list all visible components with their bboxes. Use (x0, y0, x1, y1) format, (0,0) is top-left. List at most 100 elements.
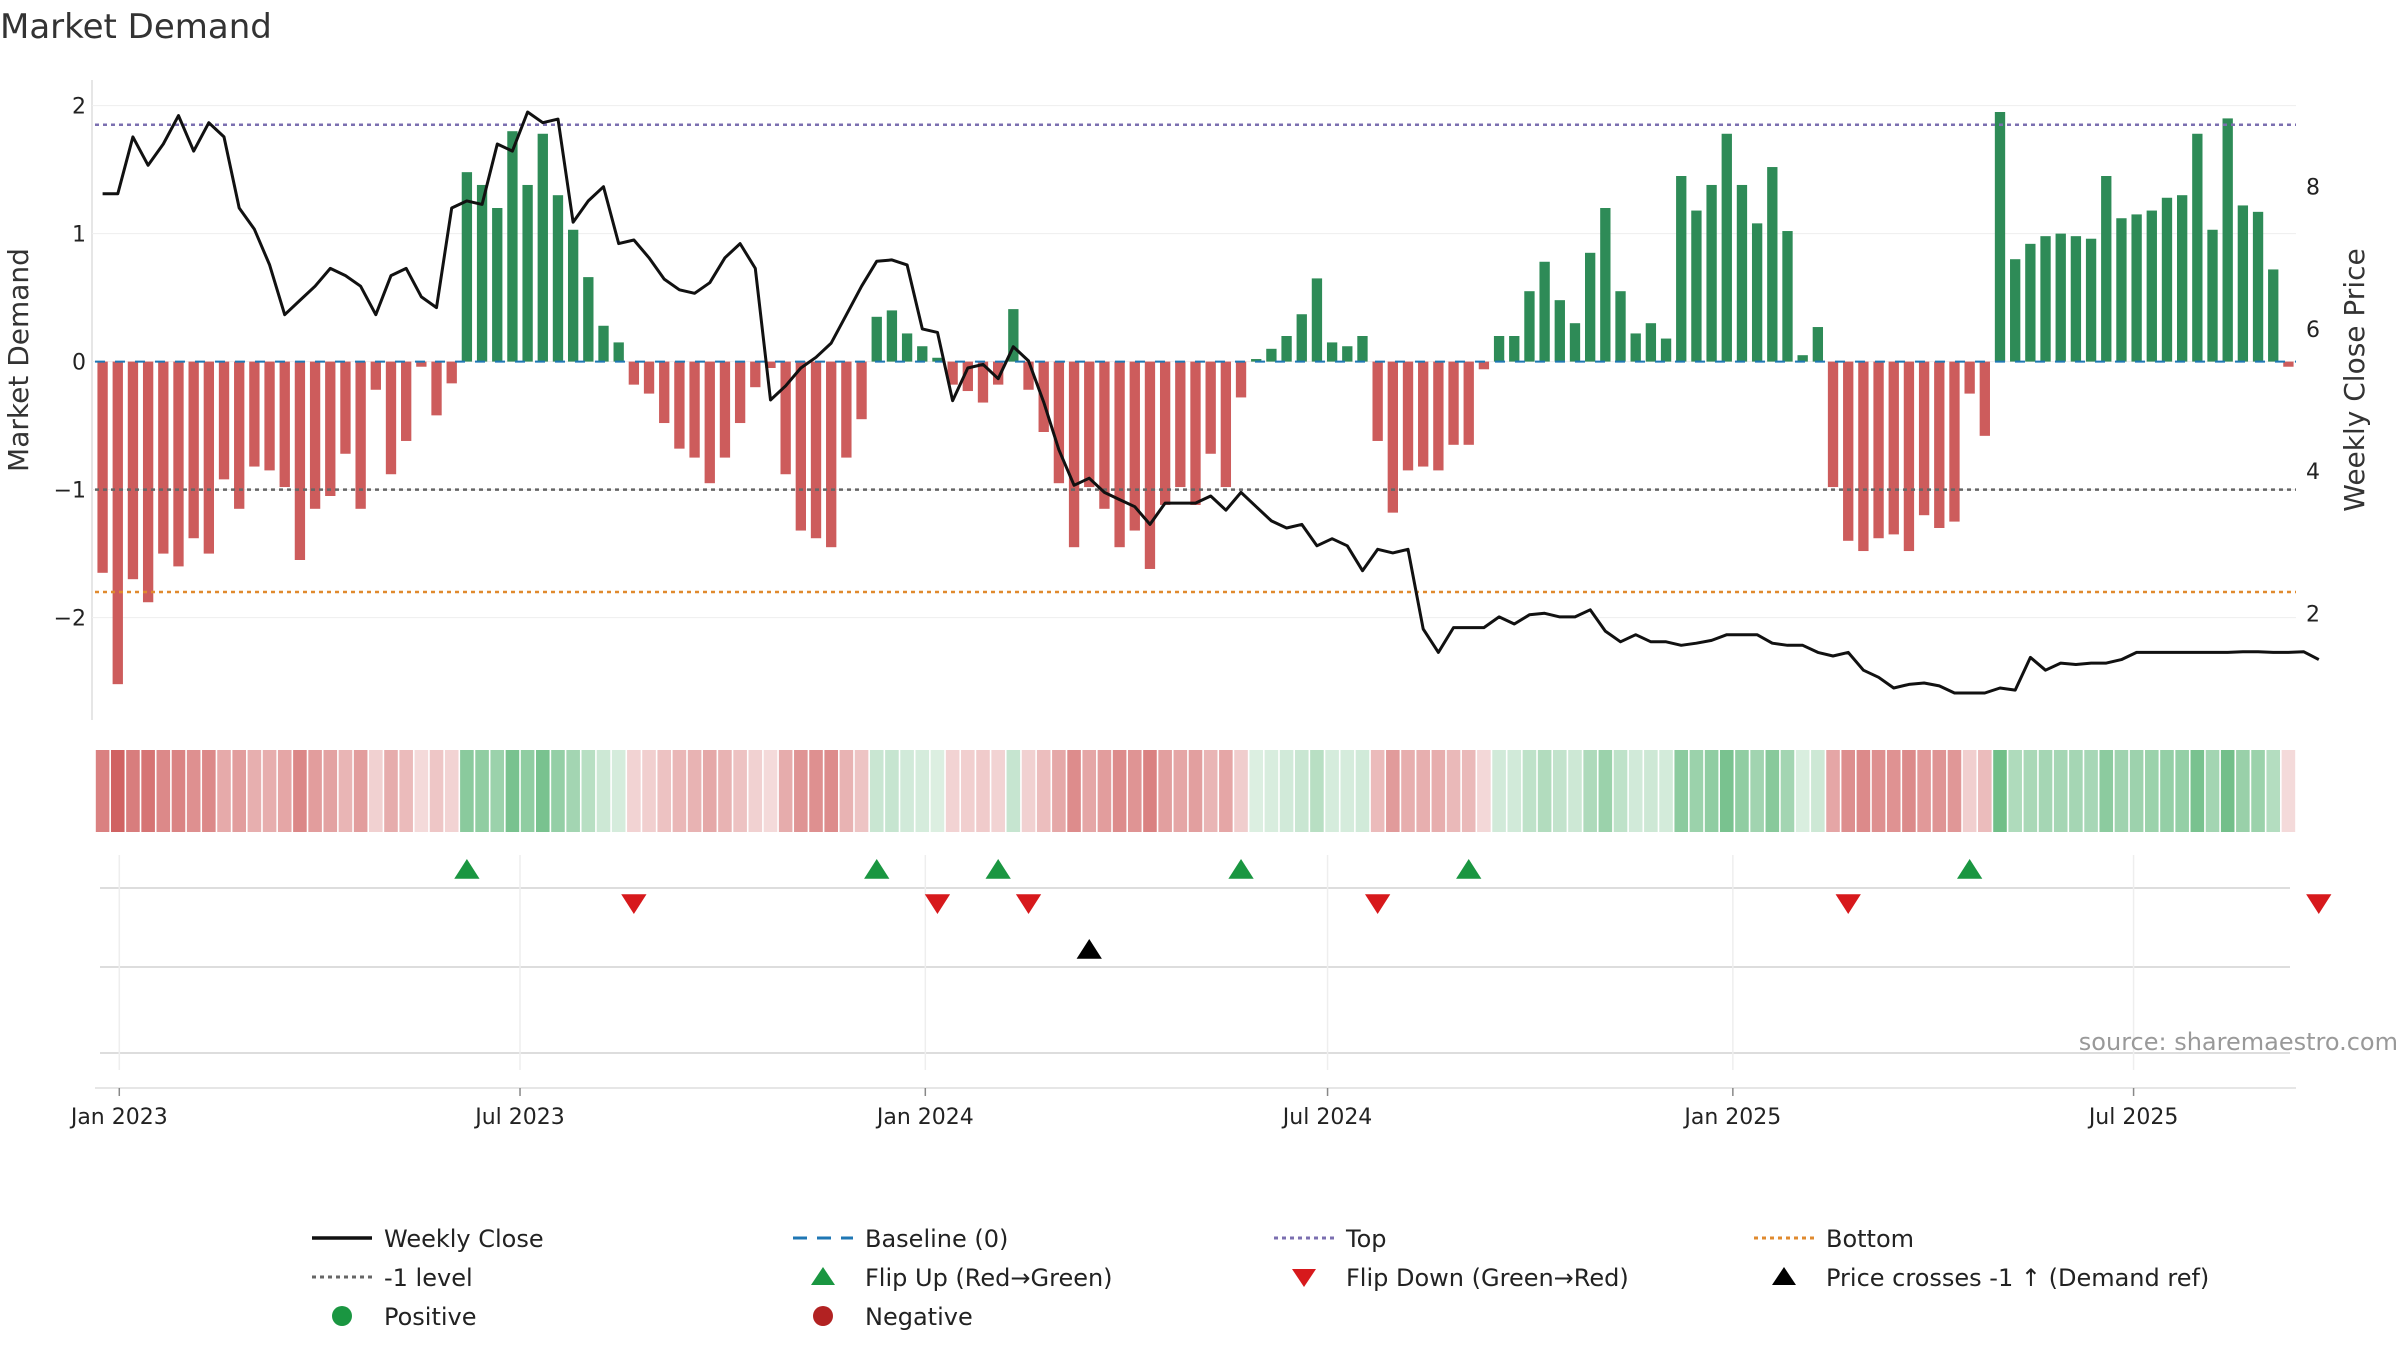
demand-bar (264, 361, 275, 471)
demand-bar (1539, 261, 1550, 362)
legend-swatch (813, 1306, 833, 1326)
strip-cell (2038, 750, 2053, 832)
demand-bar (1175, 361, 1186, 488)
strip-cell (1522, 750, 1537, 832)
demand-bar (1903, 361, 1915, 552)
legend-label: Top (1345, 1225, 1387, 1253)
strip-cell (2129, 750, 2144, 832)
demand-bar (2116, 218, 2127, 362)
strip-cell (1735, 750, 1749, 832)
strip-cell (1507, 750, 1522, 832)
demand-bar (1372, 361, 1383, 441)
strip-cell (763, 750, 778, 832)
demand-bar (2176, 195, 2188, 362)
demand-bar (2085, 238, 2097, 362)
chart-title: Market Demand (0, 7, 272, 47)
demand-bar (643, 361, 655, 394)
flip-down-marker (621, 894, 647, 914)
x-tick-label: Jan 2024 (875, 1105, 974, 1130)
x-tick-label: Jul 2025 (2087, 1105, 2179, 1130)
strip-cell (1841, 750, 1855, 832)
demand-bar (1357, 336, 1368, 362)
demand-bar (1888, 361, 1899, 535)
strip-cell (429, 750, 444, 832)
demand-bar (279, 361, 290, 488)
legend-label: Price crosses -1 ↑ (Demand ref) (1826, 1264, 2209, 1292)
y-axis-title: Market Demand (2, 248, 35, 472)
strip-cell (1689, 750, 1704, 832)
demand-bar (1038, 361, 1049, 432)
strip-cell (900, 750, 914, 832)
flip-down-marker (2306, 894, 2332, 914)
legend-label: Baseline (0) (865, 1225, 1008, 1253)
flip-up-marker (985, 859, 1011, 879)
strip-cell (247, 750, 262, 832)
demand-bar (309, 361, 321, 509)
x-tick-label: Jul 2024 (1281, 1105, 1373, 1130)
y-tick-label: −2 (54, 607, 86, 632)
strip-cell (277, 750, 292, 832)
strip-cell (414, 750, 429, 832)
strip-cell (308, 750, 322, 832)
demand-bar (1691, 210, 1702, 362)
demand-bar (1645, 323, 1657, 362)
strip-cell (1431, 750, 1446, 832)
demand-bar (1873, 361, 1884, 539)
demand-bar (719, 361, 731, 458)
demand-bar (977, 361, 989, 403)
demand-bar (1448, 361, 1459, 445)
demand-strip-panel (95, 750, 2296, 832)
demand-bar (2252, 211, 2264, 362)
strip-cell (1765, 750, 1780, 832)
strip-cell (1340, 750, 1355, 832)
strip-cell (1947, 750, 1962, 832)
demand-bar (2237, 205, 2249, 362)
demand-bar (598, 325, 609, 362)
strip-cell (1795, 750, 1810, 832)
strip-cell (733, 750, 747, 832)
demand-bar (1524, 291, 1535, 362)
strip-cell (399, 750, 413, 832)
demand-bar (1782, 231, 1793, 362)
strip-cell (1917, 750, 1931, 832)
strip-cell (1811, 750, 1825, 832)
demand-bar (142, 361, 154, 603)
demand-bar (97, 361, 108, 573)
strip-cell (444, 750, 459, 832)
strip-cell (262, 750, 277, 832)
demand-bar (446, 361, 457, 384)
demand-bar (1326, 342, 1338, 362)
demand-bar (1751, 223, 1763, 362)
demand-bar (856, 361, 867, 420)
demand-bar (1433, 361, 1444, 471)
strip-cell (1067, 750, 1081, 832)
demand-bar (1630, 333, 1641, 362)
strip-cell (1401, 750, 1415, 832)
flip-up-marker (1956, 859, 1983, 879)
strip-cell (1158, 750, 1172, 832)
demand-bar (552, 195, 564, 362)
demand-bar (567, 229, 579, 362)
strip-cell (1370, 750, 1385, 832)
flip-down-marker (1835, 894, 1861, 914)
demand-bar (1509, 336, 1520, 362)
demand-bar (1463, 361, 1474, 445)
strip-cell (1598, 750, 1613, 832)
strip-cell (1659, 750, 1673, 832)
demand-bar (2070, 236, 2082, 362)
strip-cell (338, 750, 353, 832)
demand-bar (1918, 361, 1930, 516)
demand-bar (826, 361, 837, 548)
strip-cell (1036, 750, 1051, 832)
strip-cell (2160, 750, 2174, 832)
strip-cell (202, 750, 216, 832)
demand-bar (1220, 361, 1232, 488)
demand-bar (2025, 243, 2036, 362)
strip-cell (1082, 750, 1097, 832)
legend-swatch (1292, 1269, 1316, 1287)
demand-bar (1660, 338, 1672, 362)
strip-cell (2251, 750, 2265, 832)
strip-cell (702, 750, 717, 832)
strip-cell (824, 750, 838, 832)
strip-cell (1750, 750, 1764, 832)
